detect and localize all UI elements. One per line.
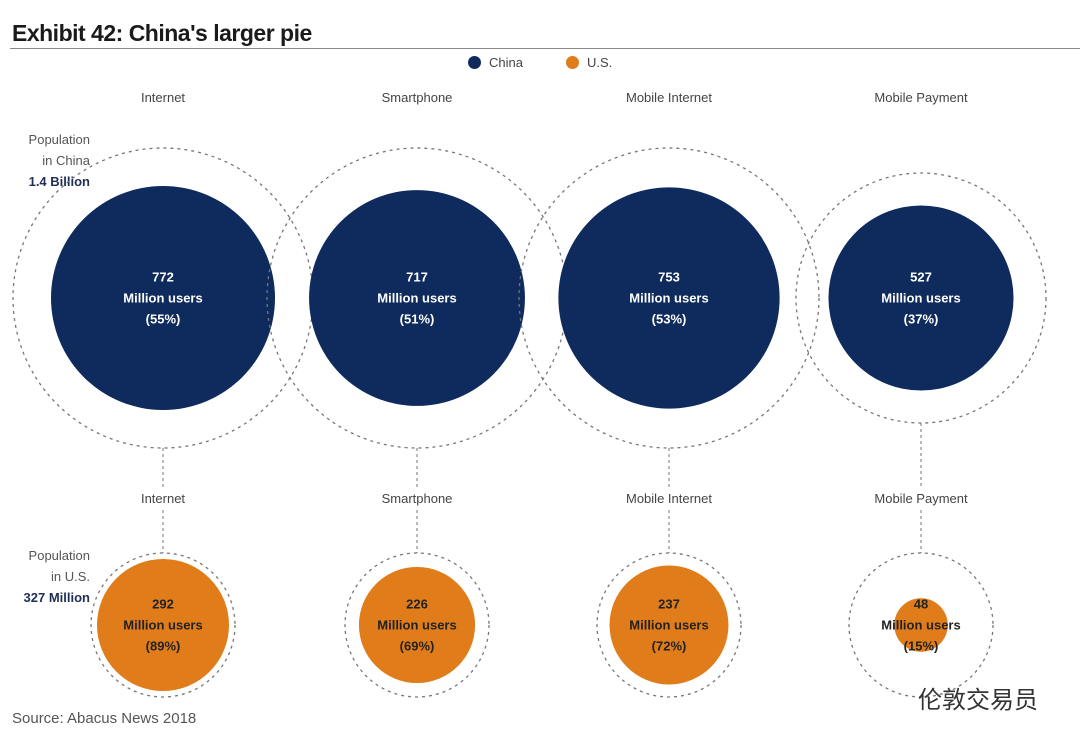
- us-population-ring: [90, 552, 236, 698]
- us-population: Population in U.S. 327 Million: [24, 545, 90, 608]
- us-bubble-2: [609, 565, 729, 685]
- category-label: Internet: [140, 491, 186, 506]
- bubble-unit: Million users: [377, 617, 457, 633]
- category-label: Mobile Internet: [626, 90, 712, 105]
- bubble-label: 226 Million users (69%): [377, 594, 456, 657]
- category-label: Mobile Internet: [626, 491, 712, 506]
- us-pop-label-1: Population: [28, 548, 90, 563]
- bubble-label: 237 Million users (72%): [629, 594, 708, 657]
- bubble-pct: (37%): [903, 311, 939, 327]
- category-label: Internet: [140, 90, 186, 105]
- category-label: Smartphone: [381, 90, 453, 105]
- china-pop-value: 1.4 Billion: [28, 174, 90, 189]
- bubble-pct: (55%): [145, 311, 181, 327]
- bubble-unit: Million users: [123, 290, 203, 306]
- bubble-pct: (51%): [399, 311, 435, 327]
- bubble-unit: Million users: [629, 617, 709, 633]
- bubble-value: 48: [913, 596, 929, 612]
- us-population-ring: [344, 552, 490, 698]
- us-bubble-0: [97, 559, 229, 691]
- us-population-ring: [596, 552, 742, 698]
- bubble-label: 48 Million users (15%): [881, 594, 960, 657]
- us-bubble-1: [358, 566, 476, 684]
- bubble-unit: Million users: [881, 290, 961, 306]
- bubble-value: 226: [406, 596, 428, 612]
- china-bubble-3: [828, 205, 1014, 391]
- us-pop-label-2: in U.S.: [50, 569, 90, 584]
- bubble-value: 237: [658, 596, 680, 612]
- bubble-unit: Million users: [629, 290, 709, 306]
- legend-china-swatch: [468, 56, 481, 69]
- bubble-value: 717: [406, 269, 428, 285]
- bubble-label: 753 Million users (53%): [629, 267, 708, 330]
- legend-us-label: U.S.: [587, 55, 613, 70]
- china-pop-label-2: in China: [42, 153, 90, 168]
- category-label: Mobile Payment: [874, 90, 968, 105]
- bubble-value: 292: [152, 596, 174, 612]
- bubble-unit: Million users: [377, 290, 457, 306]
- china-population-ring: [518, 147, 820, 449]
- us-bubble-3: [894, 598, 948, 652]
- bubble-value: 753: [658, 269, 680, 285]
- us-pop-value: 327 Million: [23, 590, 90, 605]
- us-population-ring: [848, 552, 994, 698]
- bubble-pct: (89%): [145, 638, 181, 654]
- bubble-label: 292 Million users (89%): [123, 594, 202, 657]
- watermark: 伦敦交易员: [918, 687, 1038, 714]
- bubble-label: 717 Million users (51%): [377, 267, 456, 330]
- bubble-pct: (53%): [651, 311, 687, 327]
- category-label: Smartphone: [381, 491, 453, 506]
- china-bubble-0: [51, 186, 275, 410]
- china-bubble-2: [558, 187, 780, 409]
- chart-title: Exhibit 42: China's larger pie: [12, 20, 312, 46]
- legend-us: U.S.: [566, 55, 612, 70]
- bubble-pct: (72%): [651, 638, 687, 654]
- bubble-pct: (69%): [399, 638, 435, 654]
- bubble-unit: Million users: [881, 617, 961, 633]
- legend-china: China: [468, 55, 523, 70]
- category-label: Mobile Payment: [874, 491, 968, 506]
- bubble-label: 527 Million users (37%): [881, 267, 960, 330]
- china-bubble-1: [309, 190, 525, 406]
- legend-china-label: China: [489, 55, 523, 70]
- bubble-unit: Million users: [123, 617, 203, 633]
- source-note: Source: Abacus News 2018: [12, 710, 197, 727]
- china-population: Population in China 1.4 Billion: [29, 129, 90, 192]
- china-pop-label-1: Population: [28, 132, 90, 147]
- bubble-pct: (15%): [903, 638, 939, 654]
- title-rule: [10, 48, 1080, 49]
- legend-us-swatch: [566, 56, 579, 69]
- bubble-value: 527: [910, 269, 932, 285]
- bubble-label: 772 Million users (55%): [123, 267, 202, 330]
- bubble-value: 772: [152, 269, 174, 285]
